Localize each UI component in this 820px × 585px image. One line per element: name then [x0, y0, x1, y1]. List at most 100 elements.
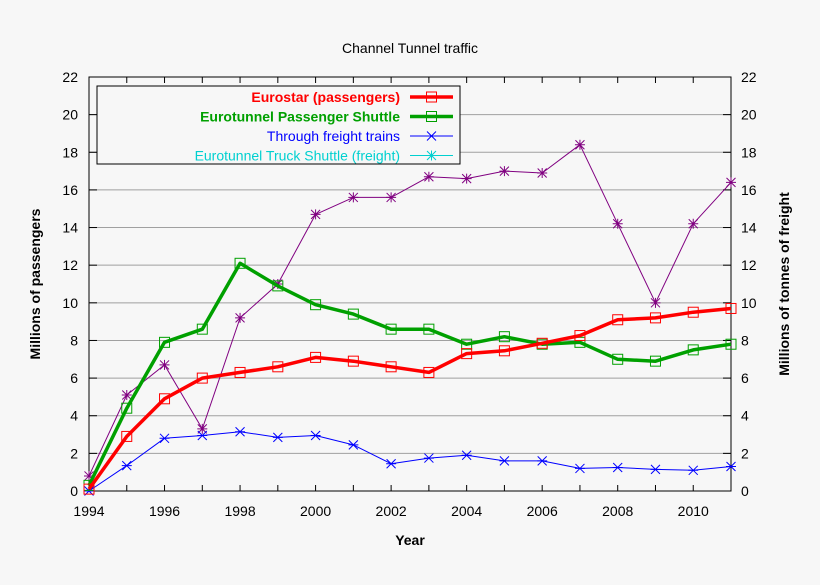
data-point: [461, 450, 472, 461]
series-line: [87, 306, 732, 491]
marker-square: [574, 330, 586, 342]
data-point: [537, 456, 548, 466]
y-tick-label-left: 16: [62, 182, 78, 198]
marker-square: [612, 353, 624, 365]
marker-square: [461, 338, 473, 350]
data-point: [235, 426, 246, 437]
marker-asterisk: [197, 423, 208, 434]
marker-asterisk: [688, 218, 699, 229]
data-point: [197, 430, 208, 441]
legend-marker: [426, 150, 437, 161]
marker-square: [426, 91, 437, 103]
data-point: [234, 366, 246, 378]
marker-asterisk: [537, 167, 548, 178]
data-point: [498, 345, 510, 357]
marker-square: [426, 111, 437, 122]
data-point: [725, 302, 737, 314]
data-point: [310, 299, 322, 311]
marker-star: [612, 462, 623, 473]
data-point: [688, 218, 699, 229]
y-tick-label-left: 22: [62, 69, 78, 85]
marker-asterisk: [726, 177, 736, 188]
legend-box: [96, 85, 461, 165]
y-tick-label-left: 2: [70, 445, 78, 461]
marker-square: [121, 402, 133, 414]
marker-star: [426, 131, 437, 141]
y-tick-label-right: 16: [741, 182, 757, 198]
marker-asterisk: [310, 209, 321, 220]
marker-square: [687, 344, 699, 356]
marker-square: [385, 361, 397, 373]
marker-square: [612, 314, 624, 326]
marker-star: [310, 430, 321, 441]
data-point: [461, 348, 473, 360]
marker-square: [423, 366, 435, 378]
series-2: [84, 426, 736, 496]
data-point: [235, 312, 246, 323]
data-point: [649, 312, 661, 324]
series-0: [83, 302, 737, 495]
legend-marker: [426, 91, 437, 103]
data-point: [348, 192, 359, 203]
marker-square: [687, 306, 699, 318]
series-line: [88, 431, 732, 492]
marker-square: [159, 393, 171, 405]
data-point: [537, 167, 548, 178]
y-tick-label-right: 10: [741, 295, 757, 311]
y-tick-label-left: 12: [62, 257, 78, 273]
data-point: [386, 458, 397, 469]
legend: Eurostar (passengers) Eurotunnel Passenge…: [96, 85, 461, 165]
data-point: [197, 423, 208, 434]
marker-star: [537, 456, 548, 466]
marker-square: [196, 372, 208, 384]
marker-star: [159, 433, 170, 444]
data-point: [461, 338, 473, 350]
marker-asterisk: [84, 470, 94, 481]
y-tick-label-left: 14: [62, 220, 78, 236]
series-3: [84, 139, 736, 481]
data-point: [310, 209, 321, 220]
marker-square: [385, 323, 397, 335]
y-tick-label-left: 4: [70, 408, 78, 424]
marker-star: [688, 465, 699, 476]
marker-star: [235, 426, 246, 437]
marker-asterisk: [121, 390, 132, 401]
data-point: [649, 355, 661, 367]
legend-label: Through freight trains: [267, 128, 400, 144]
marker-square: [310, 299, 322, 311]
data-point: [612, 353, 624, 365]
data-point: [159, 393, 171, 405]
data-point: [498, 331, 510, 343]
legend-item-1: Eurotunnel Passenger Shuttle: [200, 109, 453, 125]
marker-asterisk: [574, 139, 585, 150]
y-tick-label-right: 14: [741, 220, 757, 236]
data-point: [687, 344, 699, 356]
y-axis-label-right: Millions of tonnes of freight: [776, 192, 792, 376]
y-tick-label-left: 18: [62, 144, 78, 160]
legend-item-0: Eurostar (passengers): [251, 89, 453, 105]
marker-square: [196, 323, 208, 335]
data-point: [650, 297, 661, 308]
marker-square: [649, 355, 661, 367]
data-point: [612, 314, 624, 326]
x-axis-label: Year: [395, 532, 425, 548]
marker-asterisk: [423, 171, 434, 182]
y-tick-label-right: 6: [741, 370, 749, 386]
data-point: [196, 323, 208, 335]
marker-asterisk: [426, 150, 437, 161]
data-point: [347, 308, 359, 320]
data-point: [347, 355, 359, 367]
y-tick-label-left: 8: [70, 332, 78, 348]
data-point: [159, 359, 170, 370]
x-tick-label: 2010: [678, 503, 709, 519]
data-point: [536, 337, 548, 349]
marker-star: [499, 456, 510, 466]
data-point: [386, 192, 397, 203]
y-tick-label-left: 10: [62, 295, 78, 311]
marker-square: [649, 312, 661, 324]
data-point: [688, 465, 699, 476]
data-point: [423, 171, 434, 182]
y-tick-label-left: 20: [62, 107, 78, 123]
data-point: [726, 461, 736, 472]
legend-item-2: Through freight trains: [267, 128, 453, 144]
